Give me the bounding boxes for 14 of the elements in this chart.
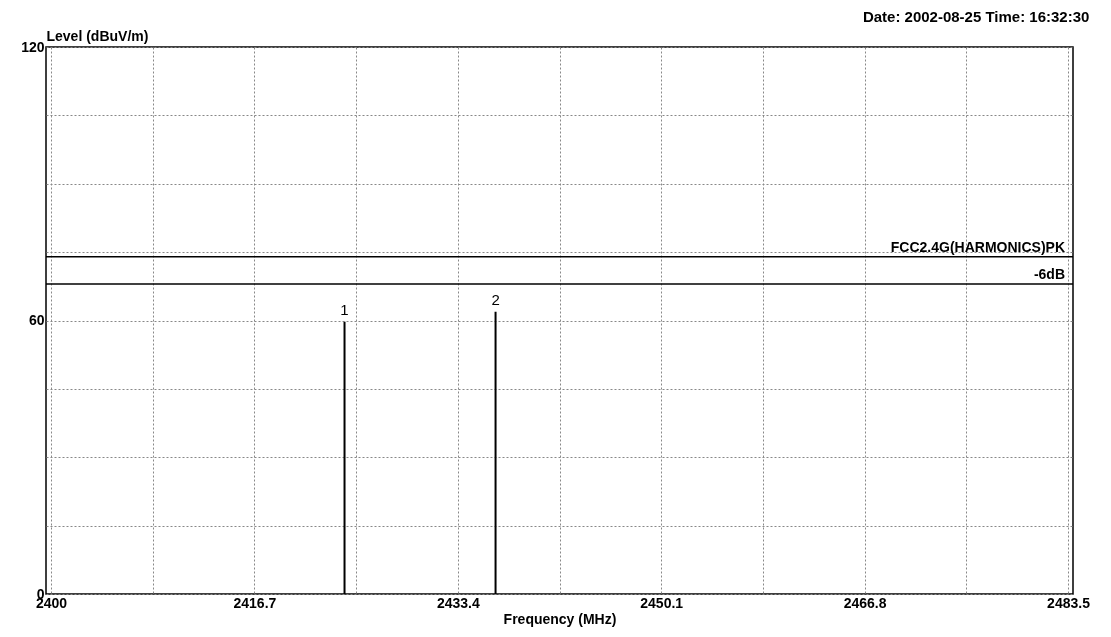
ref-line-label: -6dB bbox=[1033, 266, 1065, 283]
x-tick-label: 2450.1 bbox=[640, 594, 684, 611]
y-axis-title: Level (dBuV/m) bbox=[46, 27, 149, 44]
x-tick-label: 2416.7 bbox=[233, 594, 277, 611]
ref-line-label: FCC2.4G(HARMONICS)PK bbox=[890, 238, 1065, 255]
annotation: 1 bbox=[340, 300, 349, 318]
x-axis-title: Frequency (MHz) bbox=[503, 610, 617, 627]
annotation: 2 bbox=[491, 290, 500, 308]
y-tick-label: 120 bbox=[21, 38, 45, 55]
text: Date: 2002-08-25 Time: 16:32:30 bbox=[862, 8, 1090, 25]
x-tick-label: 2483.5 bbox=[1047, 594, 1091, 611]
x-tick-label: 2433.4 bbox=[436, 594, 480, 611]
x-tick-label: 2466.8 bbox=[843, 594, 887, 611]
y-tick-label: 60 bbox=[28, 312, 45, 328]
